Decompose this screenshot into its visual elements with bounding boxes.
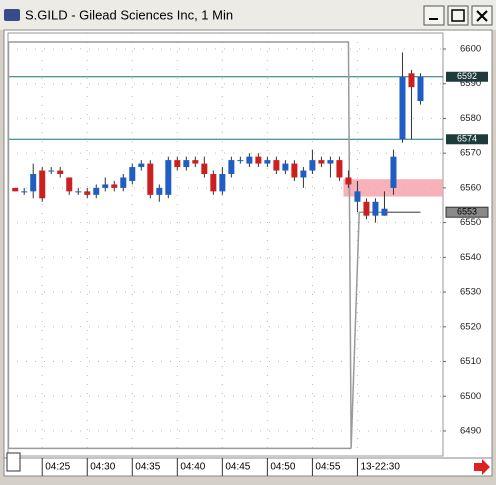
candle-body bbox=[219, 174, 226, 192]
maximize-button[interactable] bbox=[447, 5, 469, 26]
x-tick-label: 04:55 bbox=[315, 462, 340, 473]
candle-body bbox=[363, 201, 370, 216]
candle-body bbox=[39, 170, 46, 199]
candle-body bbox=[57, 170, 64, 174]
candle-body bbox=[408, 73, 415, 88]
candle-body bbox=[309, 160, 316, 171]
candle-body bbox=[84, 191, 91, 195]
candle-body bbox=[354, 191, 361, 202]
y-tick-label: 6510 bbox=[460, 356, 481, 367]
title-bar bbox=[0, 0, 496, 30]
candle-body bbox=[66, 177, 73, 192]
y-tick-label: 6500 bbox=[460, 391, 481, 402]
candle-body bbox=[129, 167, 136, 181]
minimize-button[interactable] bbox=[423, 5, 445, 26]
candle-body bbox=[156, 187, 163, 195]
candle-body bbox=[399, 76, 406, 140]
candle-body bbox=[372, 201, 379, 216]
level-label: 6592 bbox=[457, 71, 477, 81]
candle-body bbox=[327, 160, 334, 164]
candle-body bbox=[210, 174, 217, 192]
candle-body bbox=[93, 187, 100, 195]
candle-body bbox=[201, 163, 208, 174]
candle-body bbox=[390, 156, 397, 188]
overlay-line bbox=[7, 41, 421, 450]
candle-body bbox=[75, 191, 82, 193]
candle-body bbox=[264, 160, 271, 164]
maximize-glyph bbox=[451, 9, 465, 22]
x-tick-label: 04:35 bbox=[135, 462, 160, 473]
y-tick-label: 6570 bbox=[460, 148, 481, 159]
candle-body bbox=[246, 156, 253, 164]
candle-body bbox=[147, 163, 154, 195]
level-tag bbox=[446, 134, 488, 145]
candle-body bbox=[111, 184, 118, 188]
y-tick-label: 6520 bbox=[460, 321, 481, 332]
scroll-box[interactable] bbox=[6, 452, 21, 472]
close-glyph bbox=[476, 10, 488, 22]
candle-body bbox=[228, 160, 235, 174]
y-tick-label: 6530 bbox=[460, 287, 481, 298]
candle-body bbox=[30, 174, 37, 192]
x-tick-label: 04:40 bbox=[180, 462, 205, 473]
candle-body bbox=[318, 160, 325, 164]
plot: 6490 6500 6510 6520 6530 6540 6550 6560 6570 6580… bbox=[7, 33, 489, 476]
x-tick-label: 04:30 bbox=[90, 462, 115, 473]
y-tick-label: 6600 bbox=[460, 43, 481, 54]
y-tick-label: 6490 bbox=[460, 426, 481, 437]
candle-body bbox=[336, 160, 343, 178]
y-tick-label: 6580 bbox=[460, 113, 481, 124]
x-tick-label: 04:45 bbox=[225, 462, 250, 473]
candle-body bbox=[417, 76, 424, 102]
candle-body bbox=[291, 163, 298, 178]
candle-body bbox=[345, 177, 352, 185]
level-label: 6574 bbox=[457, 134, 477, 144]
x-tick-label: 04:50 bbox=[270, 462, 295, 473]
candle-body bbox=[102, 184, 109, 188]
plot-area bbox=[7, 32, 444, 457]
candle-body bbox=[48, 170, 55, 172]
candle-body bbox=[165, 160, 172, 195]
candle-body bbox=[273, 160, 280, 171]
level-tag bbox=[446, 71, 488, 82]
candle-body bbox=[174, 160, 181, 168]
app-icon bbox=[4, 9, 20, 21]
candle-body bbox=[183, 160, 190, 168]
scroll-right-arrow[interactable] bbox=[474, 459, 490, 475]
candle-body bbox=[138, 163, 145, 168]
window-title: S.GILD - Gilead Sciences Inc, 1 Min bbox=[25, 7, 233, 22]
y-tick-label: 6550 bbox=[460, 217, 481, 228]
candle-body bbox=[12, 187, 19, 192]
window-buttons[interactable] bbox=[423, 5, 493, 26]
candle-body bbox=[237, 160, 244, 162]
candle-body bbox=[282, 163, 289, 171]
y-tick-label: 6590 bbox=[460, 78, 481, 89]
candle-body bbox=[300, 170, 307, 178]
x-tick-label: 04:25 bbox=[45, 462, 70, 473]
time-axis bbox=[3, 457, 493, 477]
y-tick-label: 6560 bbox=[460, 182, 481, 193]
x-tick-label: 13-22:30 bbox=[360, 462, 400, 473]
candle-body bbox=[255, 156, 262, 164]
last-price-tag bbox=[445, 206, 489, 218]
y-tick-label: 6540 bbox=[460, 252, 481, 263]
candle-body bbox=[192, 160, 199, 164]
candle-body bbox=[120, 177, 127, 188]
candle-body bbox=[21, 191, 28, 193]
last-price-label: 6553 bbox=[457, 207, 477, 217]
